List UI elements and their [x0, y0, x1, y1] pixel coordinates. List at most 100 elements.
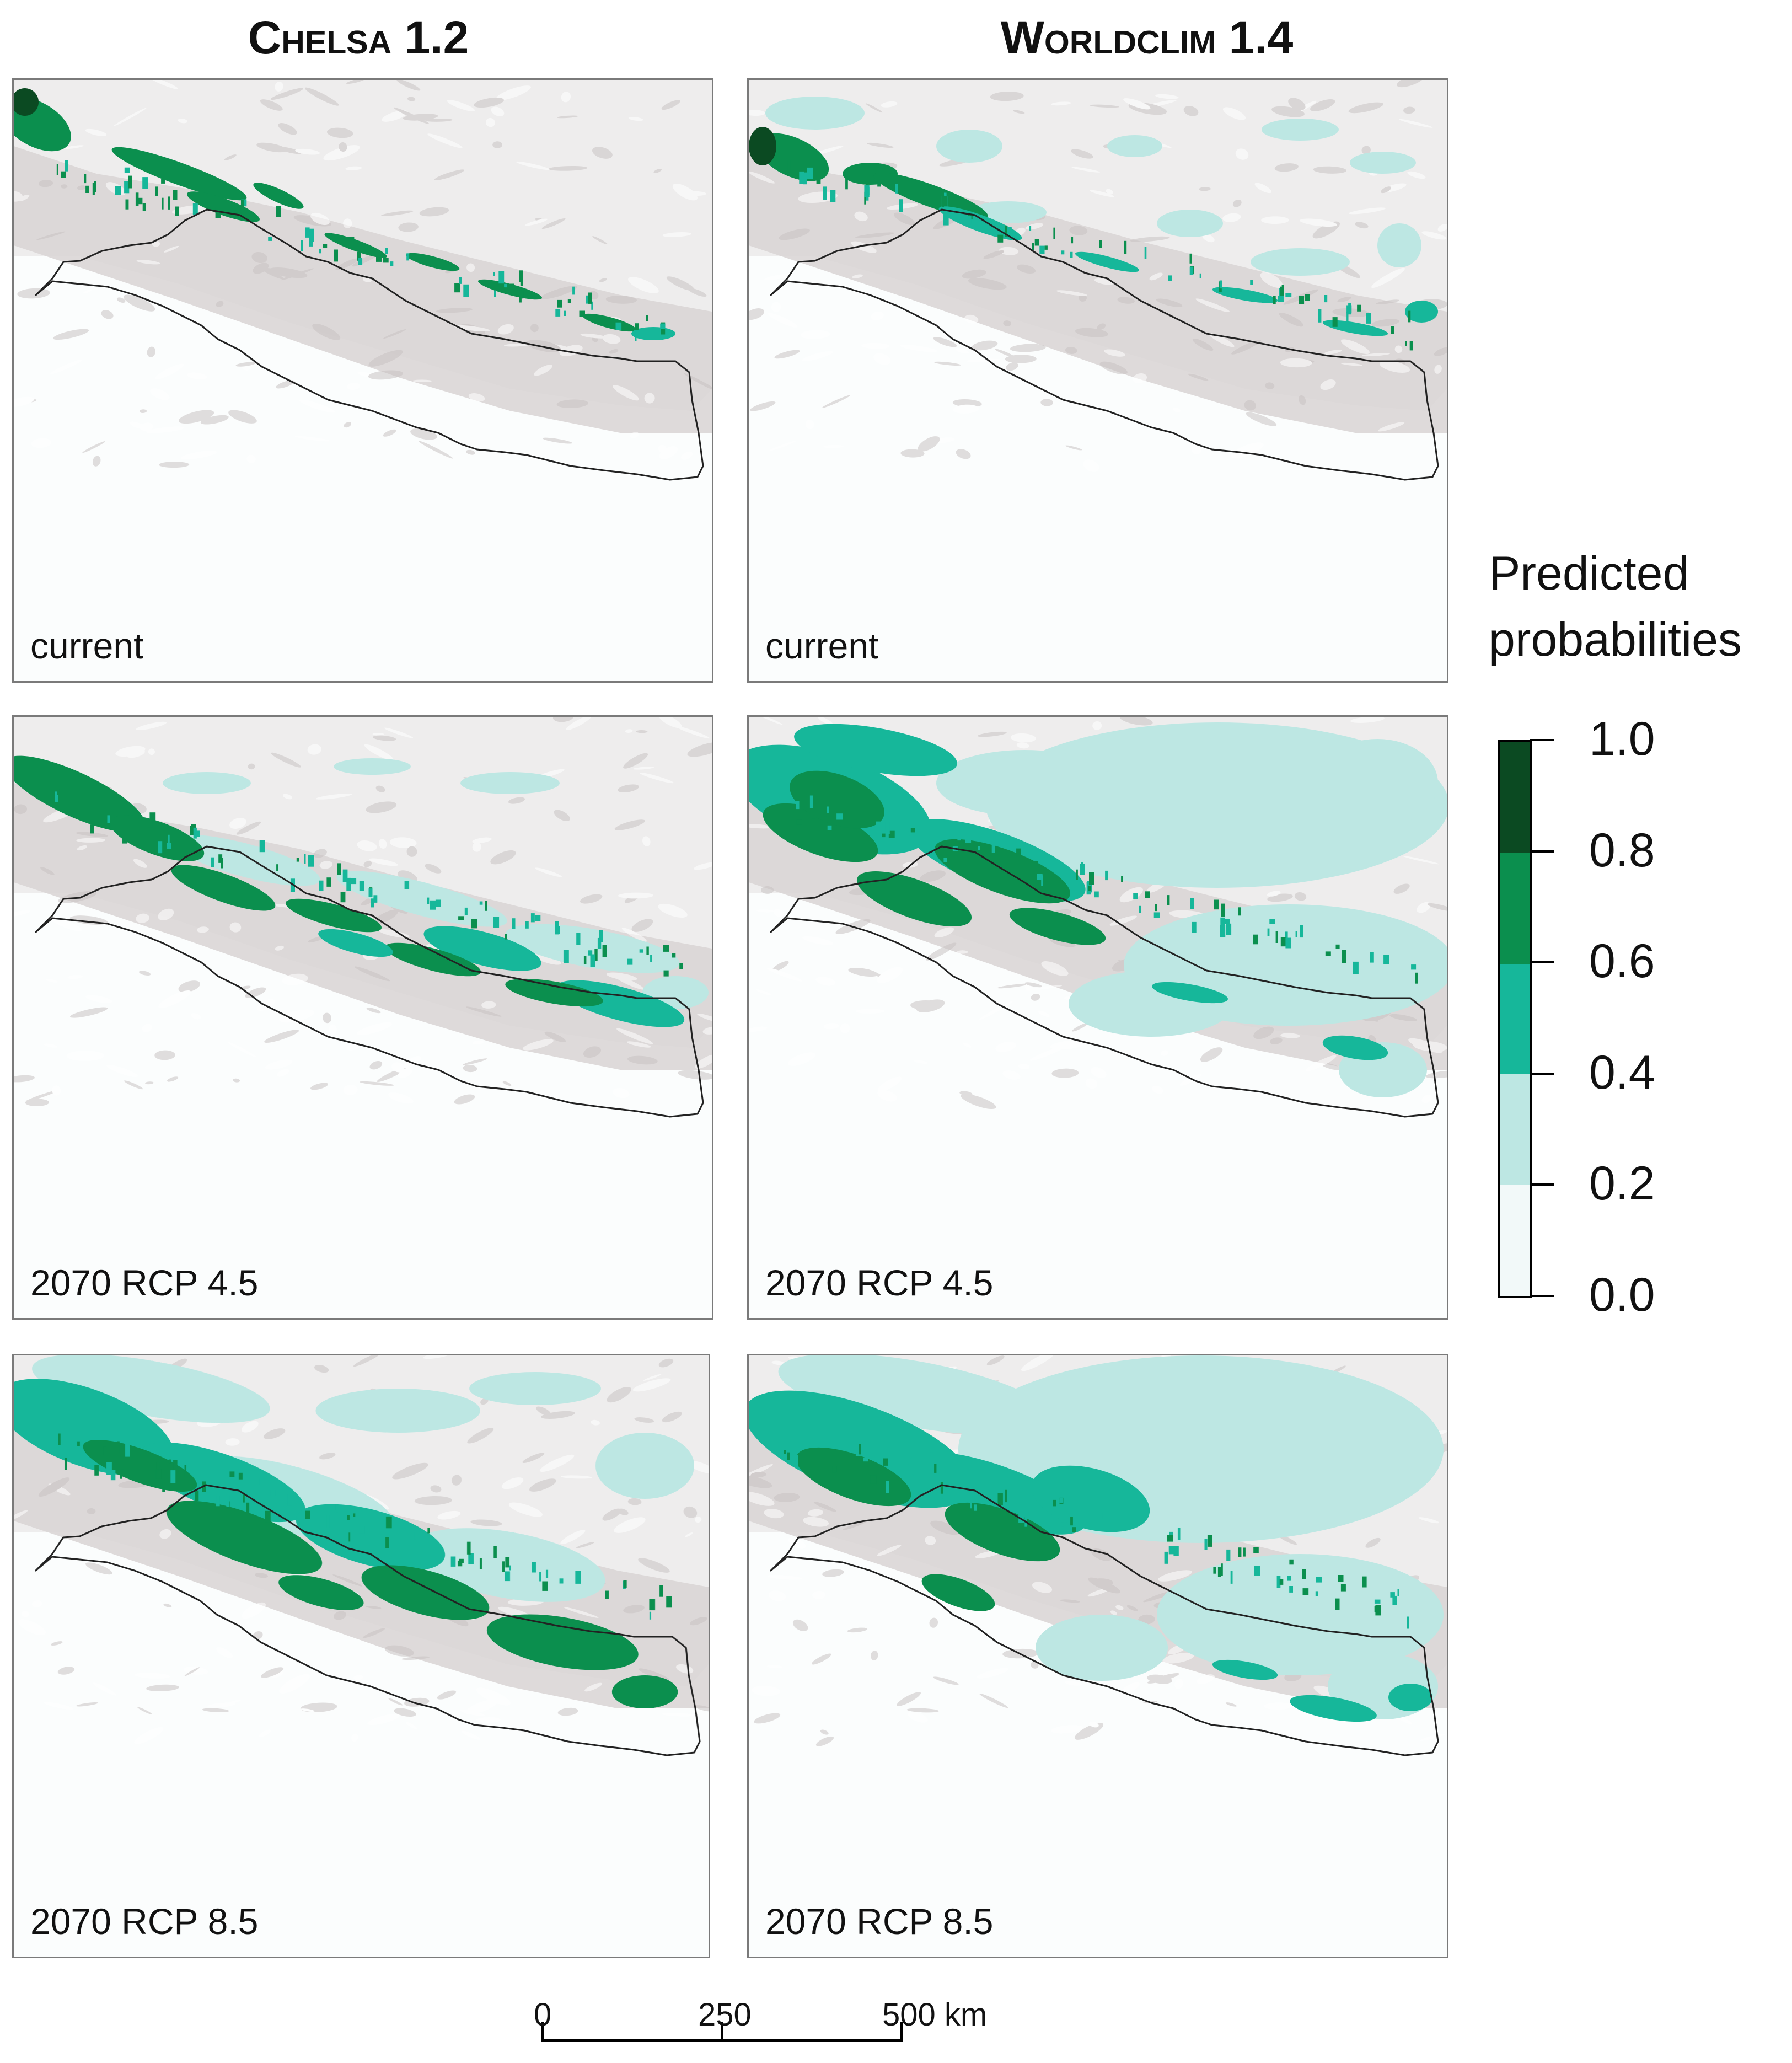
- probability-speck: [827, 825, 832, 830]
- probability-speck: [539, 1572, 541, 1582]
- probability-speck: [1275, 931, 1278, 943]
- probability-areas: [14, 755, 709, 1027]
- relief-mark: [38, 179, 53, 187]
- relief-mark: [362, 1628, 385, 1638]
- relief-mark: [14, 1510, 28, 1524]
- relief-mark: [425, 118, 453, 122]
- probability-speck: [663, 945, 669, 952]
- relief-mark: [136, 913, 149, 923]
- relief-mark: [163, 245, 179, 253]
- relief-mark: [694, 1517, 702, 1523]
- relief-mark: [639, 1668, 669, 1681]
- scale-bar-tick: [721, 2022, 723, 2042]
- relief-mark: [632, 767, 654, 770]
- relief-mark: [124, 1080, 143, 1090]
- relief-mark: [1069, 226, 1088, 235]
- legend-swatch: [1500, 963, 1530, 1075]
- relief-mark: [643, 1374, 662, 1381]
- relief-mark: [491, 106, 505, 117]
- probability-speck: [859, 1444, 861, 1455]
- relief-mark: [422, 1355, 450, 1359]
- probability-speck: [1016, 848, 1021, 858]
- map-canvas: [14, 80, 712, 481]
- probability-speck: [216, 1496, 220, 1507]
- relief-mark: [1393, 883, 1410, 894]
- probability-speck: [635, 330, 637, 341]
- probability-speck: [1279, 288, 1281, 297]
- probability-area: [595, 1433, 695, 1499]
- relief-mark: [584, 1682, 603, 1692]
- relief-mark: [614, 819, 645, 830]
- probability-speck: [1226, 1549, 1231, 1561]
- relief-mark: [146, 1684, 179, 1692]
- relief-mark: [1235, 148, 1249, 160]
- probability-speck: [559, 1578, 564, 1584]
- relief-mark: [304, 87, 339, 106]
- probability-speck: [373, 895, 378, 903]
- relief-mark: [1362, 353, 1390, 356]
- relief-mark: [683, 1506, 698, 1518]
- relief-mark: [200, 415, 229, 425]
- relief-mark: [310, 212, 330, 226]
- relief-mark: [139, 409, 147, 414]
- relief-mark: [93, 1682, 116, 1696]
- probability-speck: [916, 1475, 918, 1483]
- relief-mark: [873, 353, 891, 365]
- relief-mark: [662, 1411, 682, 1423]
- probability-speck: [221, 858, 223, 869]
- probability-areas: [749, 722, 1447, 1097]
- probability-area: [506, 924, 680, 973]
- relief-mark: [375, 785, 385, 792]
- relief-mark: [638, 1558, 670, 1573]
- legend-swatch: [1500, 853, 1530, 964]
- probability-speck: [193, 827, 197, 839]
- relief-mark: [236, 821, 261, 835]
- relief-mark: [771, 1360, 785, 1365]
- relief-mark: [1133, 373, 1147, 383]
- probability-speck: [1168, 275, 1172, 281]
- relief-mark: [1267, 891, 1281, 897]
- relief-mark: [178, 119, 187, 124]
- probability-speck: [1133, 893, 1138, 899]
- relief-mark: [540, 286, 578, 299]
- probability-speck: [866, 183, 869, 187]
- relief-mark: [326, 127, 353, 138]
- probability-area: [460, 772, 560, 794]
- relief-mark: [51, 1641, 63, 1646]
- relief-mark: [552, 717, 574, 722]
- relief-mark: [335, 258, 359, 270]
- country-border: [770, 1484, 1439, 1756]
- probability-area: [110, 815, 205, 861]
- probability-speck: [832, 1466, 837, 1473]
- relief-mark: [749, 824, 772, 829]
- probability-speck: [1124, 240, 1127, 254]
- probability-speck: [340, 892, 346, 903]
- probability-speck: [376, 254, 382, 262]
- relief-mark: [323, 1012, 331, 1024]
- relief-mark: [1225, 1702, 1237, 1707]
- probability-speck: [546, 1569, 548, 1578]
- relief-mark: [419, 207, 449, 217]
- relief-mark: [999, 247, 1019, 255]
- relief-mark: [453, 325, 490, 332]
- relief-mark: [25, 1099, 50, 1107]
- probability-speck: [1230, 1571, 1233, 1584]
- probability-speck: [591, 301, 593, 310]
- relief-mark: [861, 342, 890, 349]
- relief-mark: [618, 892, 654, 899]
- probability-speck: [458, 1560, 463, 1567]
- relief-mark: [628, 277, 659, 293]
- probability-speck: [1289, 1559, 1294, 1565]
- probability-speck: [823, 186, 827, 200]
- relief-mark: [155, 363, 184, 379]
- relief-mark: [541, 218, 566, 229]
- probability-area: [278, 1575, 364, 1610]
- probability-area: [406, 253, 460, 271]
- probability-speck: [1269, 919, 1275, 924]
- relief-mark: [529, 951, 561, 965]
- probability-speck: [117, 1441, 120, 1453]
- probability-speck: [1411, 964, 1417, 970]
- map-canvas: [14, 717, 712, 1118]
- probability-speck: [796, 819, 802, 825]
- probability-speck: [870, 1475, 877, 1484]
